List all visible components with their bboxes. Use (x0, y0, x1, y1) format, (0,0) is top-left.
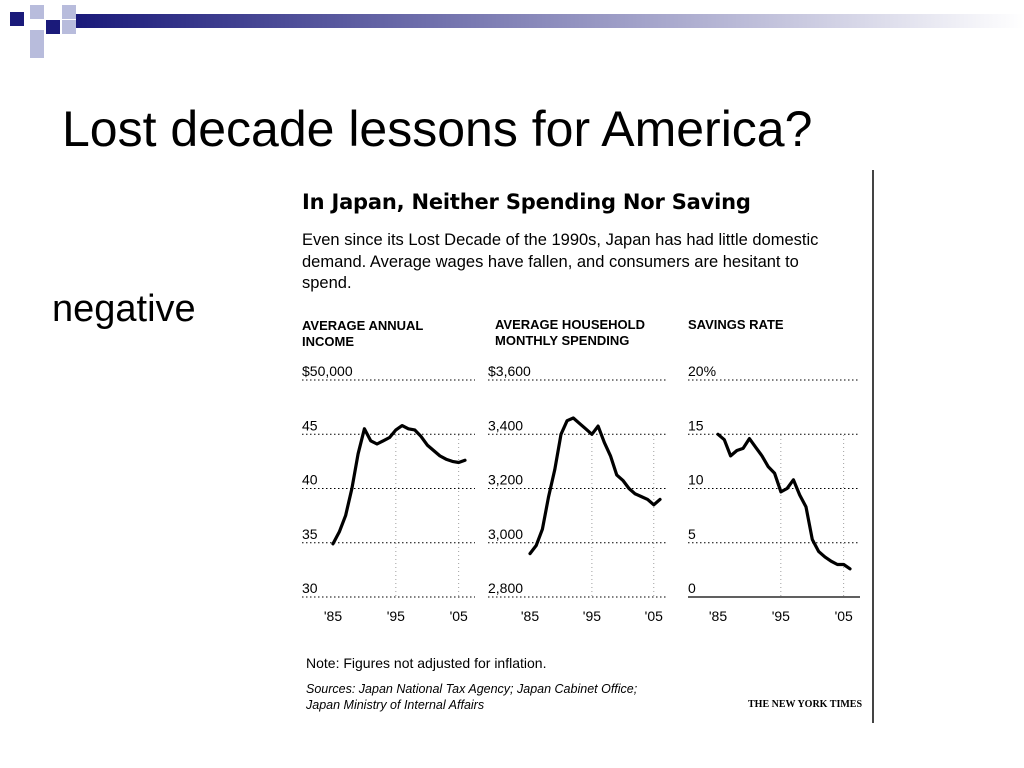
income-x-tick-label: '95 (387, 608, 405, 624)
savings-x-tick-label: '95 (772, 608, 790, 624)
savings-y-tick-label: 0 (688, 580, 696, 596)
spending-x-tick-label: '85 (521, 608, 539, 624)
corner-square-7 (30, 44, 44, 58)
income-y-tick-label: 35 (302, 526, 318, 542)
corner-square-2 (30, 5, 44, 19)
corner-square-1 (10, 12, 24, 26)
spending-y-tick-label: 3,400 (488, 417, 523, 433)
corner-square-5 (46, 20, 60, 34)
savings-y-tick-label: 15 (688, 417, 704, 433)
income-y-tick-label: 45 (302, 417, 318, 433)
clipping-edge-rule (872, 170, 874, 723)
spending-x-tick-label: '05 (645, 608, 663, 624)
spending-y-tick-label: 3,200 (488, 472, 523, 488)
newspaper-clipping (280, 170, 880, 730)
income-y-tick-label: $50,000 (302, 363, 353, 379)
savings-y-tick-label: 10 (688, 472, 704, 488)
slide-bullet-text: negative (52, 288, 196, 330)
income-y-tick-label: 30 (302, 580, 318, 596)
income-y-tick-label: 40 (302, 472, 318, 488)
spending-y-tick-label: 3,000 (488, 526, 523, 542)
income-x-tick-label: '85 (324, 608, 342, 624)
clipping-note: Note: Figures not adjusted for inflation… (306, 655, 547, 671)
header-gradient-bar (76, 14, 1024, 28)
panel-title-savings: SAVINGS RATE (688, 317, 784, 332)
savings-x-tick-label: '85 (709, 608, 727, 624)
savings-y-tick-label: 5 (688, 526, 696, 542)
panel-title-income: AVERAGE ANNUAL INCOME (302, 318, 424, 349)
clipping-headline: In Japan, Neither Spending Nor Saving (302, 190, 751, 214)
slide-title: Lost decade lessons for America? (62, 101, 813, 157)
corner-square-4 (30, 30, 44, 44)
clipping-subhead: Even since its Lost Decade of the 1990s,… (302, 231, 819, 292)
income-x-tick-label: '05 (450, 608, 468, 624)
savings-series-line (716, 432, 852, 571)
clipping-credit: THE NEW YORK TIMES (748, 699, 863, 710)
spending-x-tick-label: '95 (583, 608, 601, 624)
panel-title-spending: AVERAGE HOUSEHOLD MONTHLY SPENDING (495, 317, 645, 348)
savings-x-tick-label: '05 (835, 608, 853, 624)
spending-series-line (528, 416, 662, 556)
spending-y-tick-label: 2,800 (488, 580, 523, 596)
corner-square-6 (62, 20, 76, 34)
spending-y-tick-label: $3,600 (488, 363, 531, 379)
income-series-line (331, 424, 467, 546)
corner-square-3 (62, 5, 76, 19)
savings-y-tick-label: 20% (688, 363, 716, 379)
clipping-sources: Sources: Japan National Tax Agency; Japa… (306, 682, 638, 712)
